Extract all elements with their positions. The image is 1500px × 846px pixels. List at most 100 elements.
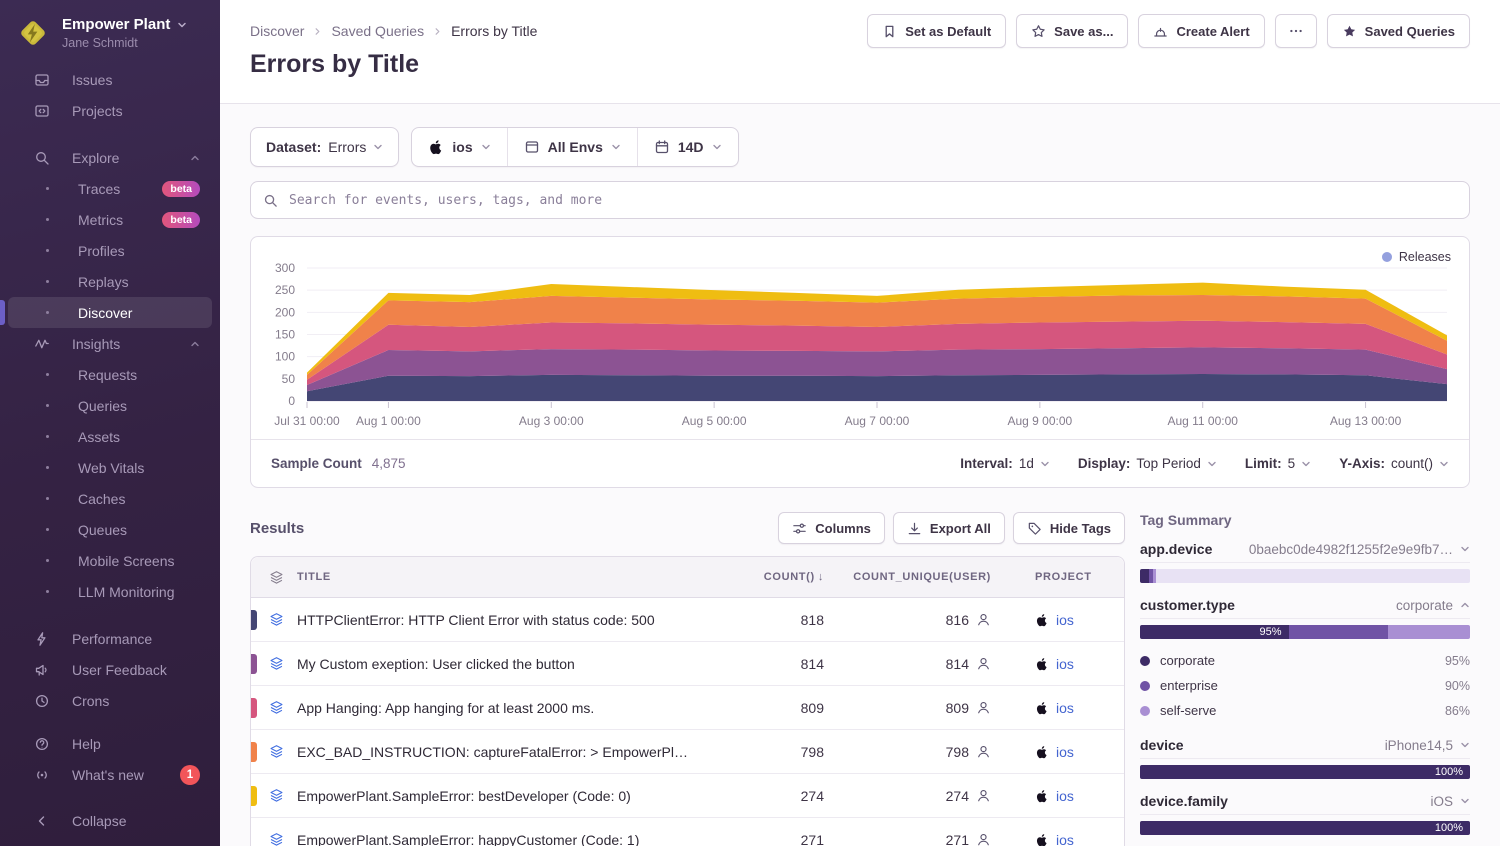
sidebar-item-user-feedback[interactable]: User Feedback	[8, 654, 212, 685]
search-input[interactable]	[287, 192, 1457, 209]
issue-title[interactable]: EmpowerPlant.SampleError: happyCustomer …	[297, 832, 704, 846]
sidebar-item-metrics[interactable]: Metricsbeta	[8, 204, 212, 235]
project-cell: ios	[1009, 656, 1124, 672]
chart-control-y-axis[interactable]: Y-Axis:count()	[1339, 456, 1449, 471]
series-color-chip	[251, 786, 257, 806]
environment-filter[interactable]: All Envs	[507, 128, 637, 166]
sidebar-item-replays[interactable]: Replays	[8, 266, 212, 297]
more-options-button[interactable]	[1275, 14, 1317, 48]
table-row[interactable]: My Custom exeption: User clicked the but…	[251, 642, 1124, 686]
project-filter[interactable]: ios	[412, 128, 506, 166]
sidebar-item-issues[interactable]: Issues	[8, 64, 212, 95]
set-as-default-button[interactable]: Set as Default	[867, 14, 1006, 48]
project-link[interactable]: ios	[1056, 788, 1074, 804]
user-icon	[976, 700, 991, 715]
chart-control-display[interactable]: Display:Top Period	[1078, 456, 1217, 471]
tag-section-customer-type: customer.typecorporate95%corporate95%ent…	[1140, 597, 1470, 723]
breadcrumb-current: Errors by Title	[451, 23, 537, 39]
issue-title[interactable]: My Custom exeption: User clicked the but…	[297, 656, 704, 672]
value-percent: 95%	[1445, 654, 1470, 668]
bullet-icon	[46, 373, 49, 376]
svg-text:100: 100	[275, 350, 295, 364]
tag-header-customer-type[interactable]: customer.typecorporate	[1140, 597, 1470, 619]
org-switcher[interactable]: Empower Plant Jane Schmidt	[0, 0, 220, 64]
column-header-project[interactable]: PROJECT	[1009, 571, 1124, 583]
export-all-button[interactable]: Export All	[893, 512, 1005, 544]
legend-releases[interactable]: Releases	[1382, 250, 1451, 264]
sidebar-item-traces[interactable]: Tracesbeta	[8, 173, 212, 204]
column-header-count-unique[interactable]: COUNT_UNIQUE(USER)	[824, 571, 1009, 583]
sidebar-item-mobile-screens[interactable]: Mobile Screens	[8, 545, 212, 576]
count-unique-cell: 274	[824, 788, 1009, 804]
table-row[interactable]: EXC_BAD_INSTRUCTION: captureFatalError: …	[251, 730, 1124, 774]
bar-segment	[1156, 569, 1470, 583]
count-unique-value: 798	[946, 744, 969, 760]
table-row[interactable]: EmpowerPlant.SampleError: bestDeveloper …	[251, 774, 1124, 818]
sidebar-item-profiles[interactable]: Profiles	[8, 235, 212, 266]
value-percent: 90%	[1445, 679, 1470, 693]
tag-header-app-device[interactable]: app.device0baebc0de4982f1255f2e9e9fb7…	[1140, 541, 1470, 563]
breadcrumb-saved-queries[interactable]: Saved Queries	[331, 23, 424, 39]
count-unique-value: 271	[946, 832, 969, 846]
sidebar-item-projects[interactable]: Projects	[8, 95, 212, 126]
sidebar-item-performance[interactable]: Performance	[8, 623, 212, 654]
issue-title[interactable]: App Hanging: App hanging for at least 20…	[297, 700, 704, 716]
sidebar-item-explore[interactable]: Explore	[8, 142, 212, 173]
chart-control-value: count()	[1391, 456, 1433, 471]
project-link[interactable]: ios	[1056, 656, 1074, 672]
hide-tags-button[interactable]: Hide Tags	[1013, 512, 1125, 544]
project-link[interactable]: ios	[1056, 744, 1074, 760]
table-row[interactable]: HTTPClientError: HTTP Client Error with …	[251, 598, 1124, 642]
project-link[interactable]: ios	[1056, 612, 1074, 628]
sidebar-item-help[interactable]: Help	[8, 728, 212, 759]
tag-header-device-family[interactable]: device.familyiOS	[1140, 793, 1470, 815]
table-row[interactable]: App Hanging: App hanging for at least 20…	[251, 686, 1124, 730]
column-header-count[interactable]: COUNT()↓	[704, 571, 824, 583]
sidebar-item-web-vitals[interactable]: Web Vitals	[8, 452, 212, 483]
save-as-button[interactable]: Save as...	[1016, 14, 1128, 48]
stack-icon	[251, 612, 297, 627]
sidebar-item-what-s-new[interactable]: What's new1	[8, 759, 212, 790]
issue-title[interactable]: EmpowerPlant.SampleError: bestDeveloper …	[297, 788, 704, 804]
table-row[interactable]: EmpowerPlant.SampleError: happyCustomer …	[251, 818, 1124, 846]
breadcrumb-discover[interactable]: Discover	[250, 23, 304, 39]
column-header-title[interactable]: TITLE	[297, 571, 704, 583]
sidebar-item-queues[interactable]: Queues	[8, 514, 212, 545]
sidebar-item-discover[interactable]: Discover	[8, 297, 212, 328]
create-alert-button[interactable]: Create Alert	[1138, 14, 1264, 48]
sidebar-item-assets[interactable]: Assets	[8, 421, 212, 452]
date-range-filter[interactable]: 14D	[637, 128, 738, 166]
count-unique-value: 814	[946, 656, 969, 672]
chart-control-interval[interactable]: Interval:1d	[960, 456, 1050, 471]
tag-header-device[interactable]: deviceiPhone14,5	[1140, 737, 1470, 759]
columns-button[interactable]: Columns	[778, 512, 885, 544]
sidebar-item-llm-monitoring[interactable]: LLM Monitoring	[8, 576, 212, 607]
count-unique-value: 809	[946, 700, 969, 716]
series-color-chip	[251, 610, 257, 630]
chart-control-value: Top Period	[1136, 456, 1201, 471]
hide-tags-label: Hide Tags	[1050, 521, 1111, 536]
bullet-icon	[46, 218, 49, 221]
sidebar-item-insights[interactable]: Insights	[8, 328, 212, 359]
bar-segment-label: 100%	[1435, 766, 1470, 778]
issue-title[interactable]: HTTPClientError: HTTP Client Error with …	[297, 612, 704, 628]
chart-control-limit[interactable]: Limit:5	[1245, 456, 1311, 471]
sidebar-collapse-button[interactable]: Collapse	[8, 805, 212, 836]
value-dot-icon	[1140, 706, 1150, 716]
sidebar-item-label: Performance	[72, 631, 200, 647]
stack-icon	[251, 788, 297, 803]
project-link[interactable]: ios	[1056, 700, 1074, 716]
star-filled-icon	[1342, 24, 1357, 39]
dataset-selector[interactable]: Dataset: Errors	[250, 127, 399, 167]
issue-title[interactable]: EXC_BAD_INSTRUCTION: captureFatalError: …	[297, 744, 704, 760]
saved-queries-button[interactable]: Saved Queries	[1327, 14, 1470, 48]
project-cell: ios	[1009, 788, 1124, 804]
sidebar-item-queries[interactable]: Queries	[8, 390, 212, 421]
sidebar-item-crons[interactable]: Crons	[8, 685, 212, 716]
sidebar-item-requests[interactable]: Requests	[8, 359, 212, 390]
table-body: HTTPClientError: HTTP Client Error with …	[251, 598, 1124, 846]
bullet-icon	[46, 590, 49, 593]
project-link[interactable]: ios	[1056, 832, 1074, 846]
sidebar-item-caches[interactable]: Caches	[8, 483, 212, 514]
star-outline-icon	[1031, 24, 1046, 39]
